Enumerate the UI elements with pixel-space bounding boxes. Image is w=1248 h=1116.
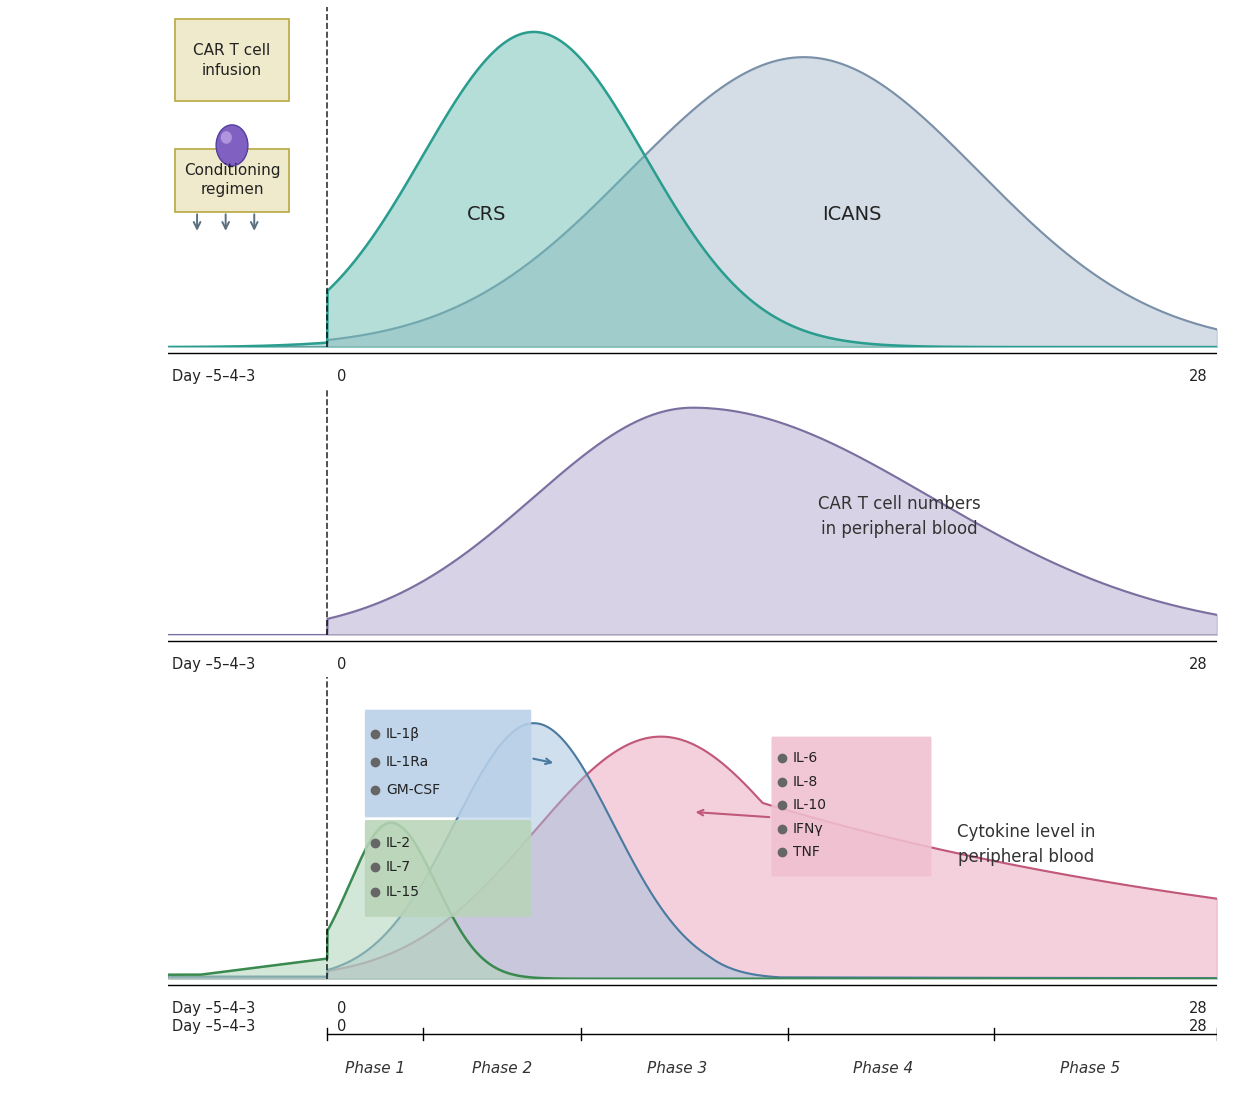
Text: 0: 0 (337, 369, 346, 384)
Text: TNF: TNF (792, 845, 820, 859)
Text: Phase 2: Phase 2 (472, 1061, 532, 1076)
Text: 28: 28 (1188, 1019, 1207, 1035)
Text: Phase 5: Phase 5 (1060, 1061, 1119, 1076)
Text: Day –5–4–3: Day –5–4–3 (172, 1001, 255, 1016)
Ellipse shape (221, 132, 232, 144)
FancyBboxPatch shape (771, 737, 931, 876)
Text: 0: 0 (337, 657, 346, 672)
Text: IL-8: IL-8 (792, 775, 817, 789)
FancyBboxPatch shape (175, 19, 290, 102)
Text: 0: 0 (337, 1019, 346, 1035)
Text: ICANS: ICANS (821, 205, 881, 224)
Text: CAR T cell
infusion: CAR T cell infusion (193, 42, 271, 78)
Text: Day –5–4–3: Day –5–4–3 (172, 369, 255, 384)
Text: Phase 4: Phase 4 (854, 1061, 914, 1076)
Text: Conditioning
regimen: Conditioning regimen (183, 163, 281, 198)
Text: IL-1Ra: IL-1Ra (386, 756, 429, 769)
Text: GM-CSF: GM-CSF (386, 782, 441, 797)
Text: IL-2: IL-2 (386, 836, 411, 849)
Ellipse shape (216, 125, 248, 166)
Text: Phase 3: Phase 3 (646, 1061, 706, 1076)
Text: Day –5–4–3: Day –5–4–3 (172, 657, 255, 672)
Text: IL-6: IL-6 (792, 751, 817, 766)
Text: IL-7: IL-7 (386, 860, 411, 874)
Text: CRS: CRS (467, 205, 505, 224)
Text: Cytokine level in
peripheral blood: Cytokine level in peripheral blood (957, 822, 1096, 866)
Text: 28: 28 (1188, 657, 1207, 672)
Text: IL-10: IL-10 (792, 798, 826, 812)
FancyBboxPatch shape (175, 148, 290, 212)
Text: CAR T cell numbers
in peripheral blood: CAR T cell numbers in peripheral blood (817, 496, 981, 538)
Text: 28: 28 (1188, 1001, 1207, 1016)
Text: Day –5–4–3: Day –5–4–3 (172, 1019, 255, 1035)
Text: 28: 28 (1188, 369, 1207, 384)
Text: IFNγ: IFNγ (792, 821, 824, 836)
Text: IL-1β: IL-1β (386, 728, 421, 741)
Text: 0: 0 (337, 1001, 346, 1016)
FancyBboxPatch shape (364, 710, 532, 817)
Text: Phase 1: Phase 1 (344, 1061, 406, 1076)
Text: IL-15: IL-15 (386, 885, 421, 898)
FancyBboxPatch shape (364, 820, 532, 917)
